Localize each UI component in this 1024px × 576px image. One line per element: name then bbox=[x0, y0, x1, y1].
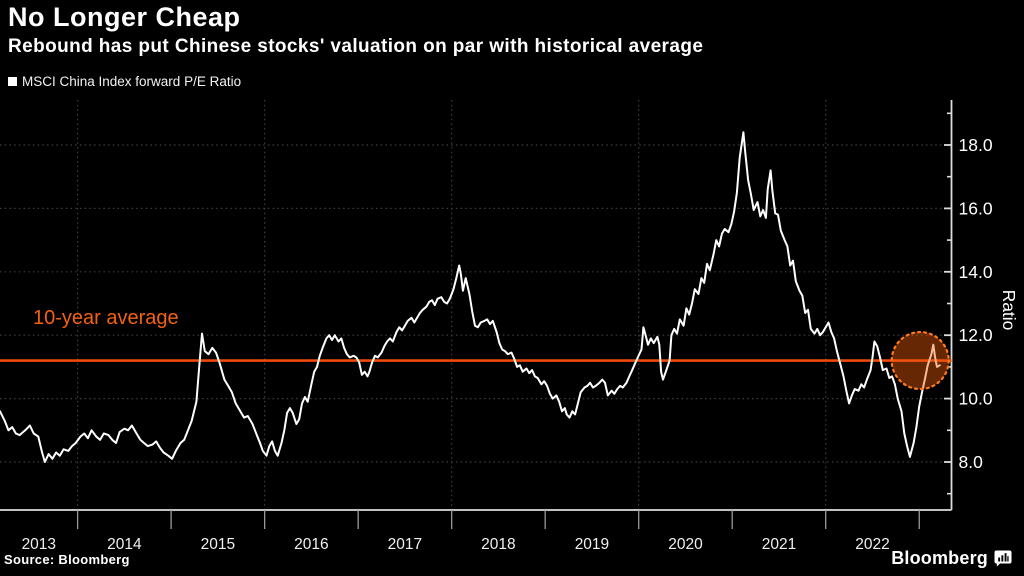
y-tick-label-14: 14.0 bbox=[959, 262, 993, 282]
year-label-2019: 2019 bbox=[575, 536, 609, 553]
year-label-2021: 2021 bbox=[762, 536, 796, 553]
legend-label: MSCI China Index forward P/E Ratio bbox=[22, 74, 242, 89]
source-credit: Source: Bloomberg bbox=[4, 552, 130, 567]
year-label-2018: 2018 bbox=[481, 536, 515, 553]
year-label-2016: 2016 bbox=[294, 536, 328, 553]
year-label-2013: 2013 bbox=[22, 536, 56, 553]
legend: MSCI China Index forward P/E Ratio bbox=[8, 74, 241, 89]
y-tick-label-8: 8.0 bbox=[959, 452, 984, 472]
year-label-2015: 2015 bbox=[201, 536, 235, 553]
highlight-circle-ring bbox=[890, 330, 950, 391]
year-label-2017: 2017 bbox=[388, 536, 422, 553]
year-label-2022: 2022 bbox=[855, 536, 889, 553]
pe-ratio-line bbox=[0, 131, 941, 463]
bloomberg-bubble-icon bbox=[994, 550, 1012, 567]
y-tick-label-16: 16.0 bbox=[959, 198, 993, 218]
average-line-label: 10-year average bbox=[33, 307, 179, 329]
page-title: No Longer Cheap bbox=[8, 2, 241, 32]
year-label-2014: 2014 bbox=[107, 536, 142, 553]
bloomberg-logo: Bloomberg bbox=[891, 548, 1012, 569]
y-tick-label-18: 18.0 bbox=[959, 135, 993, 155]
year-label-2020: 2020 bbox=[668, 536, 703, 553]
chart-subtitle: Rebound has put Chinese stocks' valuatio… bbox=[8, 36, 704, 57]
legend-swatch-icon bbox=[8, 77, 17, 86]
bloomberg-wordmark: Bloomberg bbox=[891, 548, 988, 568]
y-tick-label-12: 12.0 bbox=[959, 325, 993, 345]
y-axis-title: Ratio bbox=[999, 290, 1019, 331]
highlight-circle-fill bbox=[891, 332, 949, 390]
y-tick-label-10: 10.0 bbox=[959, 389, 993, 409]
